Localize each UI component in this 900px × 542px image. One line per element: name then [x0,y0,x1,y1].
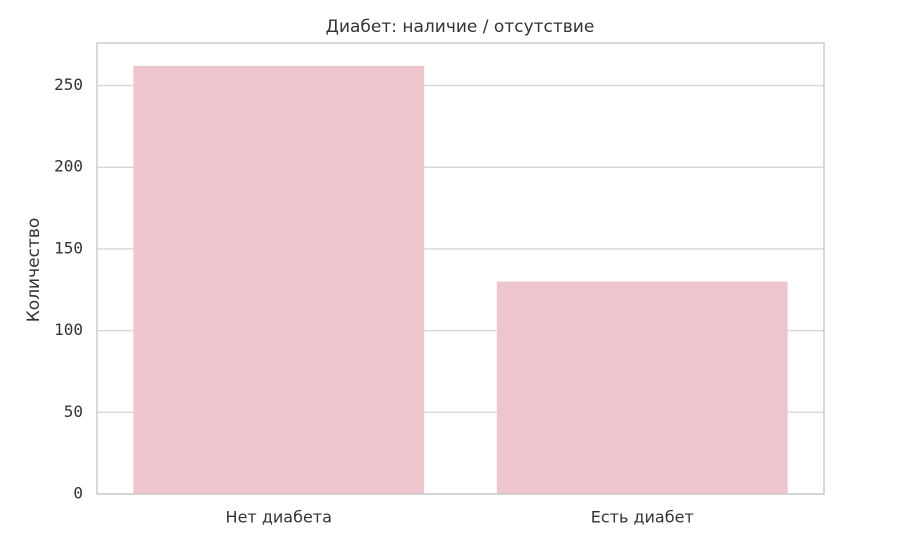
y-tick-label: 0 [73,484,83,503]
bar [496,281,788,494]
bar [133,65,425,495]
plot-frame [96,42,825,495]
y-axis-label: Количество [24,218,44,323]
y-tick-label: 200 [54,157,83,176]
y-tick-label: 100 [54,320,83,339]
x-tick-label: Нет диабета [226,508,332,527]
y-tick-label: 250 [54,75,83,94]
y-tick-label: 150 [54,238,83,257]
chart-title: Диабет: наличие / отсутствие [326,17,595,37]
x-tick-label: Есть диабет [591,508,694,527]
y-tick-label: 50 [64,402,83,421]
